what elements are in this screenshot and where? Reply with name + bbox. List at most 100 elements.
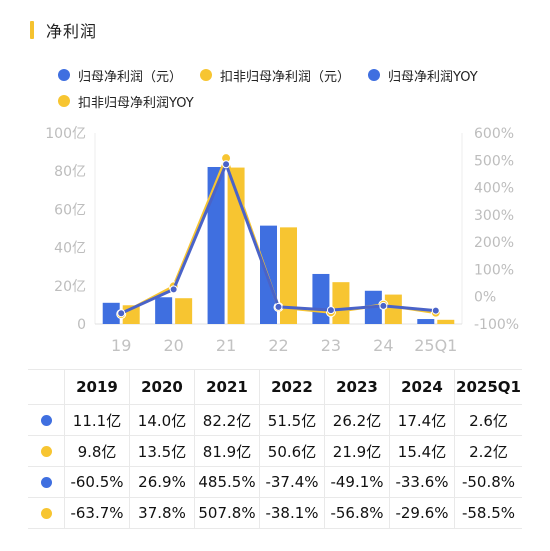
table-header-cell: 2024 [389, 370, 454, 404]
parent-yoy-point [222, 160, 231, 169]
table-header-cell: 2025Q1 [454, 370, 522, 404]
row-marker [28, 507, 64, 519]
bar-deducted-net-profit [175, 298, 193, 324]
bar-parent-net-profit [417, 319, 435, 324]
legend-item[interactable]: 扣非归母净利润（元） [200, 66, 350, 85]
y-right-tick-label: 500% [474, 153, 514, 169]
bar-parent-net-profit [207, 166, 225, 324]
table-cell: 15.4亿 [389, 436, 454, 466]
parent-yoy-point [431, 306, 440, 315]
x-tick-label: 24 [373, 336, 393, 355]
bar-deducted-net-profit [437, 319, 455, 324]
legend-dot [368, 69, 381, 81]
table-cell: -60.5% [64, 467, 129, 497]
legend-label: 扣非归母净利润（元） [220, 69, 351, 85]
table-cell: 2.6亿 [454, 405, 522, 435]
y-left-tick-label: 40亿 [54, 241, 86, 257]
x-tick-label: 22 [268, 336, 288, 355]
table-cell: -63.7% [64, 498, 129, 528]
y-right-tick-label: 0% [474, 290, 496, 306]
row-marker [28, 476, 64, 488]
table-header-cell: 2023 [324, 370, 389, 404]
parent-yoy-point [379, 301, 388, 310]
net-profit-chart: 0 20亿 40亿 60亿 80亿 100亿 -100% 0% 100% 200% 300% 400%… [45, 126, 519, 355]
table-cell: -58.5% [454, 498, 522, 528]
x-tick-label: 20 [163, 336, 183, 355]
legend-dot [200, 69, 213, 81]
table-cell: 17.4亿 [389, 405, 454, 435]
y-left-tick-label: 60亿 [54, 202, 86, 218]
table-cell: 82.2亿 [194, 405, 259, 435]
table-cell: 14.0亿 [129, 405, 194, 435]
bar-deducted-net-profit [332, 282, 350, 324]
row-color-dot [40, 476, 52, 488]
table-header-cell: 2019 [64, 370, 129, 404]
parent-yoy-line [120, 162, 436, 315]
row-color-dot [40, 507, 52, 519]
legend-dot [58, 95, 70, 107]
section-title: 净利润 [46, 22, 98, 41]
table-cell: 51.5亿 [259, 405, 324, 435]
x-tick-label: 19 [111, 336, 131, 355]
legend-item[interactable]: 扣非归母净利润YOY [58, 92, 194, 111]
table-cell: 37.8% [129, 498, 194, 528]
table-cell: 13.5亿 [129, 436, 194, 466]
parent-yoy-point [117, 309, 126, 318]
table-header-cell: 2022 [259, 370, 324, 404]
y-left-tick-label: 0 [77, 317, 86, 333]
bar-deducted-net-profit [280, 227, 297, 324]
table-cell: -49.1% [324, 467, 389, 497]
table-row: -63.7% 37.8% 507.8% -38.1% -56.8% -29.6% -58.5… [28, 498, 522, 529]
legend-label: 归母净利润YOY [388, 69, 478, 85]
table-cell: -56.8% [324, 498, 389, 528]
table-cell: 21.9亿 [324, 436, 389, 466]
legend-label: 归母净利润（元） [78, 69, 183, 85]
table-cell: 11.1亿 [64, 405, 129, 435]
table-header-cell: 2020 [129, 370, 194, 404]
table-cell: 26.2亿 [324, 405, 389, 435]
parent-yoy-point [274, 302, 283, 311]
bar-parent-net-profit [102, 302, 120, 324]
x-tick-label: 21 [216, 336, 236, 355]
legend-label: 扣非归母净利润YOY [78, 95, 194, 111]
table-cell: -38.1% [259, 498, 324, 528]
table-row: 11.1亿 14.0亿 82.2亿 51.5亿 26.2亿 17.4亿 2.6亿 [28, 405, 522, 436]
table-header-cell: 2021 [194, 370, 259, 404]
table-cell: -37.4% [259, 467, 324, 497]
legend-item[interactable]: 归母净利润（元） [58, 66, 182, 85]
table-cell: 81.9亿 [194, 436, 259, 466]
table-cell: 26.9% [129, 467, 194, 497]
data-table: 2019 2020 2021 2022 2023 2024 2025Q1 11.… [28, 369, 522, 529]
bar-parent-net-profit [312, 273, 330, 324]
y-right-tick-label: 200% [474, 235, 514, 251]
y-left-tick-label: 20亿 [54, 279, 86, 295]
y-right-tick-label: 400% [474, 181, 514, 197]
table-cell: 485.5% [194, 467, 259, 497]
y-right-tick-label: 100% [474, 262, 514, 278]
table-cell: 507.8% [194, 498, 259, 528]
y-right-tick-label: 300% [474, 208, 514, 224]
parent-yoy-point [169, 285, 178, 294]
x-tick-label: 23 [321, 336, 341, 355]
legend-dot [58, 69, 70, 81]
accent-bar [30, 21, 34, 39]
chart-legend: 归母净利润（元） 扣非归母净利润（元） 归母净利润YOY 扣非归母净利润YOY [58, 62, 528, 114]
table-cell: 2.2亿 [454, 436, 522, 466]
section-header: 净利润 [30, 18, 97, 42]
table-cell: -29.6% [389, 498, 454, 528]
row-color-dot [40, 414, 52, 426]
table-cell: -33.6% [389, 467, 454, 497]
y-left-tick-label: 80亿 [54, 164, 86, 180]
table-cell: 50.6亿 [259, 436, 324, 466]
y-right-tick-label: -100% [474, 317, 519, 333]
y-right-tick-label: 600% [474, 126, 514, 142]
legend-item[interactable]: 归母净利润YOY [368, 66, 478, 85]
table-header-row: 2019 2020 2021 2022 2023 2024 2025Q1 [28, 369, 522, 405]
table-row: 9.8亿 13.5亿 81.9亿 50.6亿 21.9亿 15.4亿 2.2亿 [28, 436, 522, 467]
row-marker [28, 414, 64, 426]
bar-deducted-net-profit [384, 294, 402, 324]
y-left-tick-label: 100亿 [45, 126, 86, 142]
x-tick-label: 25Q1 [414, 336, 457, 355]
row-marker [28, 445, 64, 457]
table-row: -60.5% 26.9% 485.5% -37.4% -49.1% -33.6% -50.8… [28, 467, 522, 498]
